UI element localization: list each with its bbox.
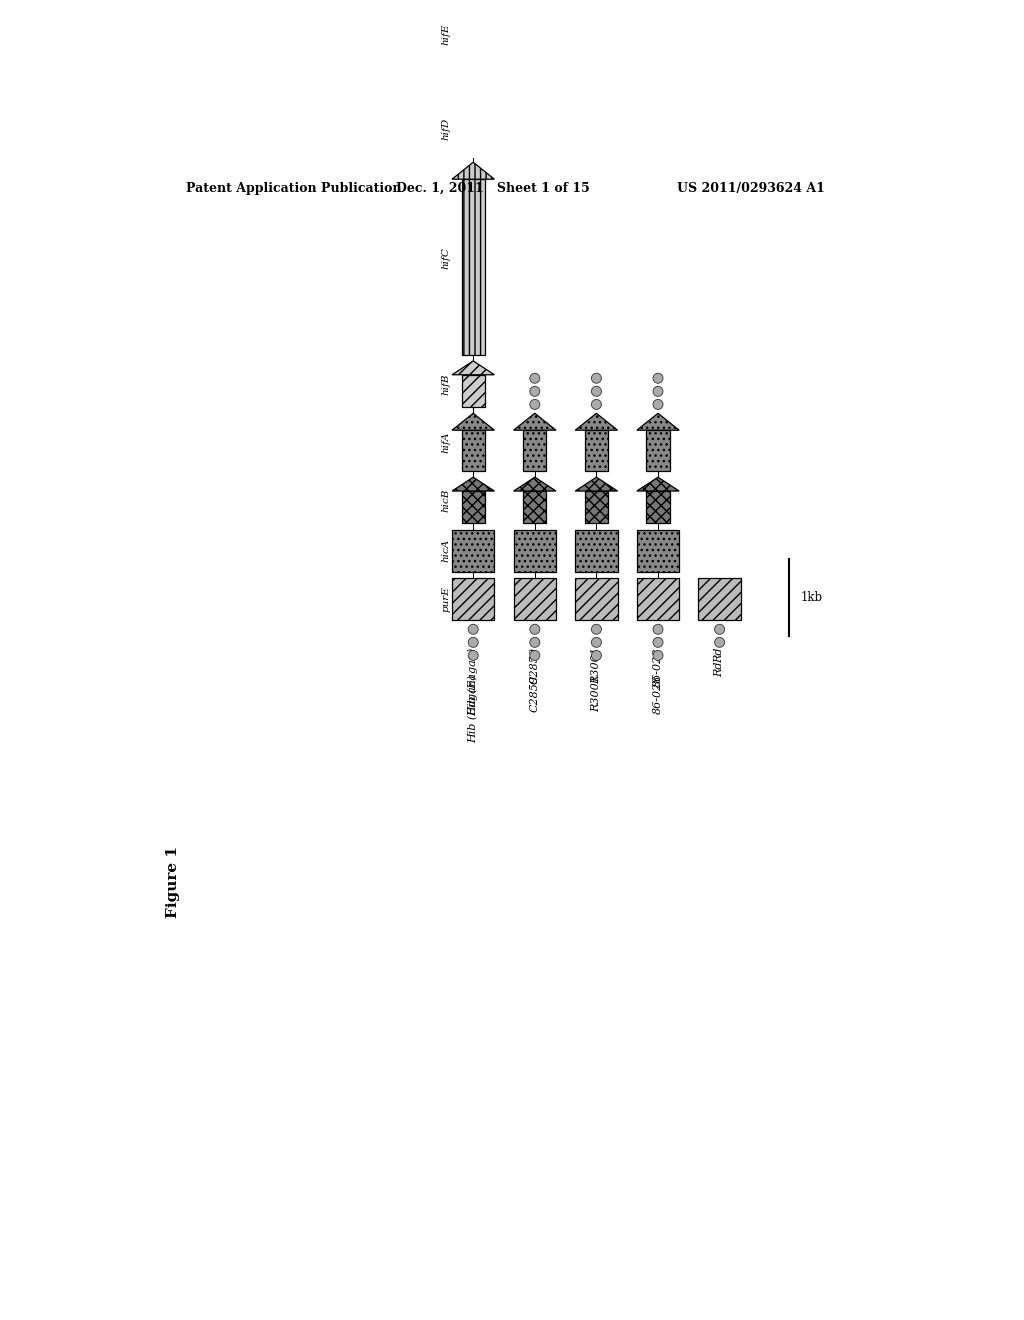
Text: Hib (Eagan): Hib (Eagan)	[468, 675, 478, 743]
Circle shape	[592, 638, 601, 647]
Circle shape	[468, 624, 478, 635]
Circle shape	[653, 387, 663, 396]
Polygon shape	[514, 529, 556, 572]
Polygon shape	[637, 529, 679, 572]
Polygon shape	[646, 491, 670, 524]
Text: R3001: R3001	[592, 647, 601, 684]
Polygon shape	[637, 578, 679, 620]
Circle shape	[592, 400, 601, 409]
Text: Figure 1: Figure 1	[166, 846, 180, 919]
Polygon shape	[462, 375, 484, 407]
Polygon shape	[452, 102, 495, 119]
Text: Dec. 1, 2011   Sheet 1 of 15: Dec. 1, 2011 Sheet 1 of 15	[396, 182, 590, 194]
Text: hifA: hifA	[441, 432, 451, 453]
Polygon shape	[637, 413, 679, 430]
Polygon shape	[462, 119, 484, 156]
Polygon shape	[575, 478, 617, 491]
Polygon shape	[462, 180, 484, 355]
Text: hicB: hicB	[441, 488, 451, 512]
Text: purE: purE	[441, 586, 451, 612]
Circle shape	[653, 400, 663, 409]
Polygon shape	[575, 578, 617, 620]
Polygon shape	[452, 162, 495, 180]
Polygon shape	[585, 491, 608, 524]
Polygon shape	[575, 529, 617, 572]
Polygon shape	[585, 430, 608, 471]
Polygon shape	[514, 478, 556, 491]
Polygon shape	[698, 578, 740, 620]
Polygon shape	[452, 478, 495, 491]
Polygon shape	[514, 413, 556, 430]
Polygon shape	[637, 478, 679, 491]
Circle shape	[468, 651, 478, 660]
Text: US 2011/0293624 A1: US 2011/0293624 A1	[677, 182, 825, 194]
Circle shape	[715, 638, 725, 647]
Text: Patent Application Publication: Patent Application Publication	[186, 182, 401, 194]
Polygon shape	[462, 0, 484, 96]
Text: Rd: Rd	[715, 663, 725, 677]
Polygon shape	[523, 491, 547, 524]
Polygon shape	[646, 430, 670, 471]
Text: 1kb: 1kb	[801, 591, 822, 603]
Polygon shape	[523, 430, 547, 471]
Circle shape	[529, 638, 540, 647]
Polygon shape	[452, 578, 495, 620]
Circle shape	[653, 651, 663, 660]
Polygon shape	[452, 413, 495, 430]
Text: hicA: hicA	[441, 539, 451, 562]
Text: C2859: C2859	[529, 647, 540, 684]
Text: C2859: C2859	[529, 675, 540, 711]
Text: 86-028: 86-028	[653, 675, 663, 714]
Text: hifC: hifC	[441, 248, 451, 269]
Circle shape	[653, 624, 663, 635]
Circle shape	[592, 387, 601, 396]
Text: Rd: Rd	[715, 647, 725, 663]
Text: hifB: hifB	[441, 374, 451, 395]
Circle shape	[715, 624, 725, 635]
Circle shape	[592, 624, 601, 635]
Text: hifE: hifE	[441, 24, 451, 45]
Text: hifD: hifD	[441, 117, 451, 140]
Circle shape	[468, 638, 478, 647]
Circle shape	[529, 374, 540, 383]
Circle shape	[529, 651, 540, 660]
Circle shape	[529, 624, 540, 635]
Polygon shape	[462, 491, 484, 524]
Circle shape	[529, 387, 540, 396]
Text: R3001: R3001	[592, 675, 601, 711]
Text: Hib (Eagan): Hib (Eagan)	[468, 647, 478, 715]
Polygon shape	[452, 529, 495, 572]
Circle shape	[592, 651, 601, 660]
Polygon shape	[452, 360, 495, 375]
Text: 86-028: 86-028	[653, 647, 663, 686]
Polygon shape	[575, 413, 617, 430]
Circle shape	[592, 374, 601, 383]
Circle shape	[529, 400, 540, 409]
Circle shape	[653, 638, 663, 647]
Circle shape	[653, 374, 663, 383]
Polygon shape	[514, 578, 556, 620]
Polygon shape	[462, 430, 484, 471]
